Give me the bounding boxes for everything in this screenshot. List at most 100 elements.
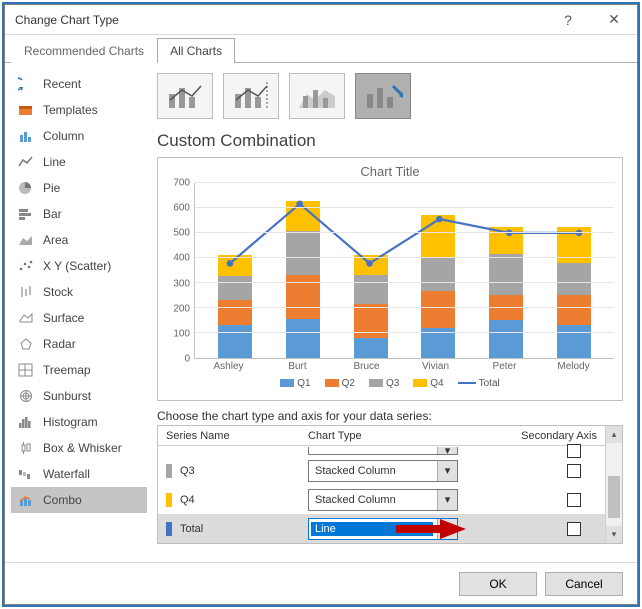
sidebar-item-label: Pie xyxy=(43,181,60,195)
chevron-down-icon: ▾ xyxy=(437,447,457,454)
sidebar-item-templates[interactable]: Templates xyxy=(11,97,147,123)
series-row-Q3[interactable]: Q3 Stacked Column▾ xyxy=(158,456,605,485)
bar-Burt xyxy=(286,201,320,358)
chart-legend: Q1Q2Q3Q4Total xyxy=(166,378,614,389)
sidebar-item-column[interactable]: Column xyxy=(11,123,147,149)
sidebar-item-surface[interactable]: Surface xyxy=(11,305,147,331)
combo-subtype-2[interactable] xyxy=(289,73,345,119)
sidebar-item-stock[interactable]: Stock xyxy=(11,279,147,305)
line-icon xyxy=(17,155,35,169)
sidebar-item-label: Histogram xyxy=(43,415,98,429)
sidebar-item-pie[interactable]: Pie xyxy=(11,175,147,201)
sidebar-item-label: Bar xyxy=(43,207,62,221)
sidebar-item-line[interactable]: Line xyxy=(11,149,147,175)
column-icon xyxy=(17,129,35,143)
sidebar-item-label: Column xyxy=(43,129,84,143)
chart-type-select[interactable]: Stacked Column▾ xyxy=(308,489,458,511)
sidebar-item-scatter[interactable]: X Y (Scatter) xyxy=(11,253,147,279)
waterfall-icon xyxy=(17,467,35,481)
col-secondary-axis: Secondary Axis xyxy=(486,430,605,442)
title-bar: Change Chart Type ? ✕ xyxy=(5,5,637,35)
sunburst-icon xyxy=(17,389,35,403)
change-chart-type-dialog: Change Chart Type ? ✕ Recommended Charts… xyxy=(4,4,638,605)
sidebar-item-sunburst[interactable]: Sunburst xyxy=(11,383,147,409)
sidebar-item-recent[interactable]: Recent xyxy=(11,71,147,97)
tab-strip: Recommended Charts All Charts xyxy=(5,35,637,63)
sidebar-item-label: Treemap xyxy=(43,363,91,377)
bar-icon xyxy=(17,207,35,221)
combo-subtype-0[interactable] xyxy=(157,73,213,119)
series-name: Q4 xyxy=(180,494,195,506)
sidebar-item-treemap[interactable]: Treemap xyxy=(11,357,147,383)
sidebar-item-histogram[interactable]: Histogram xyxy=(11,409,147,435)
col-series-name: Series Name xyxy=(158,430,308,442)
series-table-header: Series Name Chart Type Secondary Axis xyxy=(158,426,605,446)
secondary-axis-checkbox[interactable] xyxy=(567,493,581,507)
sidebar-item-waterfall[interactable]: Waterfall xyxy=(11,461,147,487)
scroll-thumb[interactable] xyxy=(608,476,620,518)
cancel-button[interactable]: Cancel xyxy=(545,572,623,596)
plot-area xyxy=(194,183,614,359)
help-button[interactable]: ? xyxy=(545,5,591,35)
chevron-down-icon: ▾ xyxy=(437,519,457,539)
tab-recommended-charts[interactable]: Recommended Charts xyxy=(11,38,157,63)
series-row-Total[interactable]: Total Line▾ xyxy=(158,514,605,543)
dialog-footer: OK Cancel xyxy=(5,562,637,604)
series-swatch-icon xyxy=(166,464,172,478)
pie-icon xyxy=(17,181,35,195)
sidebar-item-label: Recent xyxy=(43,77,81,91)
sidebar-item-bar[interactable]: Bar xyxy=(11,201,147,227)
series-scrollbar[interactable]: ▴ ▾ xyxy=(605,426,622,543)
chevron-down-icon: ▾ xyxy=(437,490,457,510)
sidebar-item-label: Templates xyxy=(43,103,98,117)
sidebar-item-label: Sunburst xyxy=(43,389,91,403)
x-axis-labels: AshleyBurtBruceVivianPeterMelody xyxy=(166,359,614,372)
sidebar-item-label: Box & Whisker xyxy=(43,441,122,455)
chart-category-list: Recent Templates Column Line Pie Bar Area X Y (… xyxy=(5,63,147,562)
surface-icon xyxy=(17,311,35,325)
box-icon xyxy=(17,441,35,455)
col-chart-type: Chart Type xyxy=(308,430,486,442)
treemap-icon xyxy=(17,363,35,377)
secondary-axis-checkbox[interactable] xyxy=(567,522,581,536)
bar-Vivian xyxy=(421,215,455,358)
sidebar-item-label: Waterfall xyxy=(43,467,90,481)
bar-Peter xyxy=(489,227,523,358)
area-icon xyxy=(17,233,35,247)
chart-type-select[interactable]: Line▾ xyxy=(308,518,458,540)
scroll-down-icon[interactable]: ▾ xyxy=(606,526,622,543)
y-axis: 0100200300400500600700 xyxy=(166,183,194,359)
ok-button[interactable]: OK xyxy=(459,572,537,596)
sidebar-item-label: X Y (Scatter) xyxy=(43,259,111,273)
bar-Melody xyxy=(557,227,591,358)
combo-subtype-3[interactable] xyxy=(355,73,411,119)
series-table: Series Name Chart Type Secondary Axis ▾ … xyxy=(157,425,623,544)
combo-icon xyxy=(17,493,35,507)
sidebar-item-combo[interactable]: Combo xyxy=(11,487,147,513)
series-row-Q4[interactable]: Q4 Stacked Column▾ xyxy=(158,485,605,514)
tab-all-charts[interactable]: All Charts xyxy=(157,38,235,63)
sidebar-item-label: Surface xyxy=(43,311,84,325)
combo-subtype-row xyxy=(157,73,623,119)
scroll-up-icon[interactable]: ▴ xyxy=(606,426,622,443)
sidebar-item-radar[interactable]: Radar xyxy=(11,331,147,357)
main-panel: Custom Combination Chart Title 010020030… xyxy=(147,63,637,562)
chart-preview: Chart Title 0100200300400500600700 Ashle… xyxy=(157,157,623,401)
sidebar-item-label: Combo xyxy=(43,493,82,507)
histogram-icon xyxy=(17,415,35,429)
chart-title: Chart Title xyxy=(166,164,614,179)
combo-subtype-1[interactable] xyxy=(223,73,279,119)
radar-icon xyxy=(17,337,35,351)
series-name: Q3 xyxy=(180,465,195,477)
templates-icon xyxy=(17,103,35,117)
window-title: Change Chart Type xyxy=(5,13,545,27)
sidebar-item-label: Radar xyxy=(43,337,76,351)
chevron-down-icon: ▾ xyxy=(437,461,457,481)
series-swatch-icon xyxy=(166,493,172,507)
secondary-axis-checkbox[interactable] xyxy=(567,464,581,478)
close-button[interactable]: ✕ xyxy=(591,5,637,35)
sidebar-item-box[interactable]: Box & Whisker xyxy=(11,435,147,461)
sidebar-item-area[interactable]: Area xyxy=(11,227,147,253)
chart-type-select[interactable]: Stacked Column▾ xyxy=(308,460,458,482)
recent-icon xyxy=(17,77,35,91)
